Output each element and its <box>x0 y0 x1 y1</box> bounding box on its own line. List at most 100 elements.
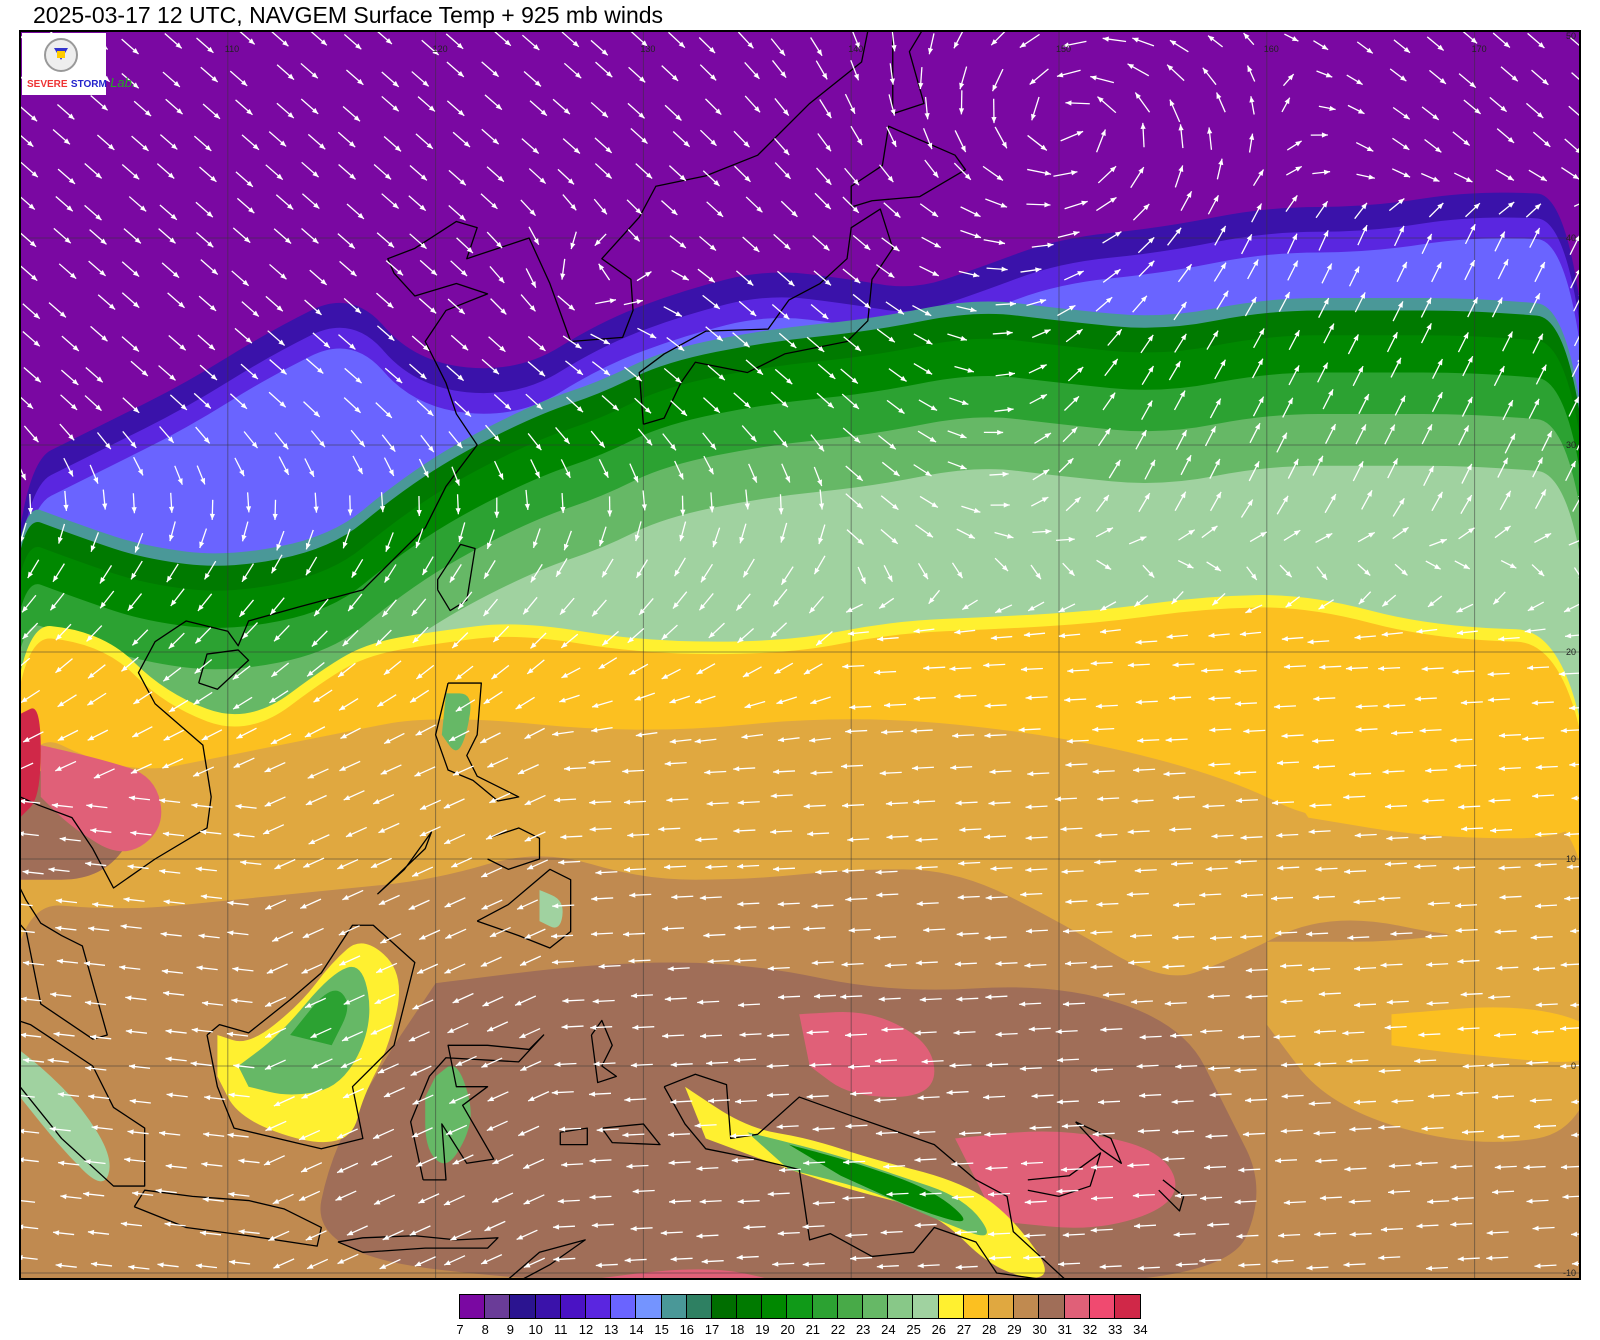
wind-arrow <box>494 460 504 480</box>
wind-arrow <box>913 464 932 477</box>
wind-arrow <box>1252 396 1265 417</box>
longitude-label: 130 <box>640 44 655 54</box>
wind-arrow <box>342 105 361 122</box>
wind-arrow <box>305 556 318 576</box>
wind-arrow <box>995 371 1016 377</box>
wind-arrow <box>313 689 333 703</box>
wind-arrow <box>741 425 757 443</box>
wind-arrow <box>1526 102 1544 119</box>
wind-arrow <box>1168 360 1181 381</box>
wind-arrow <box>1175 1262 1198 1268</box>
wind-arrow <box>419 259 438 276</box>
wind-arrow <box>337 858 359 870</box>
wind-arrow <box>159 134 178 150</box>
wind-arrow <box>1099 601 1117 612</box>
wind-arrow <box>1496 128 1515 144</box>
wind-arrow <box>1205 866 1228 872</box>
wind-arrow <box>350 429 366 448</box>
wind-arrow <box>917 1263 940 1269</box>
wind-arrow <box>376 232 395 249</box>
wind-arrow <box>1460 494 1473 514</box>
colorbar-swatch <box>460 1295 486 1318</box>
wind-arrow <box>1090 1067 1114 1073</box>
wind-arrow <box>1490 827 1513 834</box>
wind-arrow <box>53 1031 75 1037</box>
wind-arrow <box>563 530 572 551</box>
wind-arrow <box>1275 930 1298 936</box>
colorbar-swatch <box>737 1295 763 1318</box>
wind-arrow <box>780 200 798 218</box>
field-patch <box>799 1011 935 1098</box>
wind-arrow <box>1347 334 1359 355</box>
wind-arrow <box>445 33 464 50</box>
wind-arrow <box>526 859 549 870</box>
wind-arrow <box>131 629 149 646</box>
wind-arrow <box>876 1263 899 1270</box>
wind-arrow <box>1384 861 1407 867</box>
wind-arrow <box>199 166 217 183</box>
wind-arrow <box>1202 67 1217 86</box>
wind-arrow <box>484 1220 506 1232</box>
wind-arrow <box>1177 559 1194 569</box>
wind-arrow <box>700 1033 723 1039</box>
wind-arrow <box>732 332 750 348</box>
wind-arrow <box>90 95 109 111</box>
colorbar-swatch <box>636 1295 662 1318</box>
wind-arrow <box>771 304 790 320</box>
wind-arrow <box>122 430 137 449</box>
field-patch <box>1266 721 1580 839</box>
wind-arrow <box>1128 536 1147 545</box>
wind-arrow <box>852 234 871 251</box>
wind-arrow <box>561 667 581 679</box>
wind-arrow <box>60 1194 82 1200</box>
wind-arrow <box>813 555 826 575</box>
wind-arrow <box>240 860 262 866</box>
wind-arrow <box>1271 800 1295 806</box>
wind-arrow <box>383 732 405 745</box>
wind-arrow <box>162 758 184 769</box>
wind-arrow <box>1392 106 1411 120</box>
wind-arrow <box>1522 736 1545 742</box>
wind-arrow <box>1487 671 1510 677</box>
wind-arrow <box>269 359 287 375</box>
wind-arrow <box>99 565 113 584</box>
wind-arrow <box>1534 261 1546 283</box>
wind-arrow <box>131 726 153 738</box>
wind-arrow <box>379 1258 401 1270</box>
wind-arrow <box>1525 203 1542 218</box>
wind-arrow <box>591 700 613 708</box>
wind-arrow <box>517 1125 540 1137</box>
wind-arrow <box>1276 495 1289 515</box>
wind-arrow <box>1494 929 1517 935</box>
wind-arrow <box>55 1262 77 1269</box>
wind-arrow <box>629 663 649 676</box>
wind-arrow <box>918 399 938 412</box>
wind-arrow <box>270 733 292 745</box>
wind-arrow <box>878 597 895 609</box>
wind-arrow <box>451 632 469 649</box>
wind-arrow <box>1163 771 1186 777</box>
wind-arrow <box>158 228 176 244</box>
wind-arrow <box>595 61 613 78</box>
wind-arrow <box>452 765 474 776</box>
wind-arrow <box>1387 1189 1411 1195</box>
map-title: 2025-03-17 12 UTC, NAVGEM Surface Temp +… <box>33 2 664 28</box>
wind-arrow <box>1570 1002 1580 1008</box>
wind-arrow <box>1458 527 1475 540</box>
wind-arrow <box>842 868 865 874</box>
wind-arrow <box>20 466 27 481</box>
wind-arrow <box>50 992 72 998</box>
wind-arrow <box>1452 131 1471 147</box>
wind-arrow <box>421 39 440 56</box>
wind-arrow <box>699 64 717 81</box>
latitude-label: 30 <box>1566 440 1576 450</box>
wind-arrow <box>200 66 219 83</box>
wind-arrow <box>128 1264 150 1270</box>
wind-arrow <box>956 528 976 540</box>
wind-arrow <box>1065 899 1088 905</box>
wind-arrow <box>695 837 718 843</box>
wind-arrow <box>343 994 365 1006</box>
wind-arrow <box>638 598 654 616</box>
wind-arrow <box>227 1132 249 1138</box>
wind-arrow <box>1564 633 1580 639</box>
